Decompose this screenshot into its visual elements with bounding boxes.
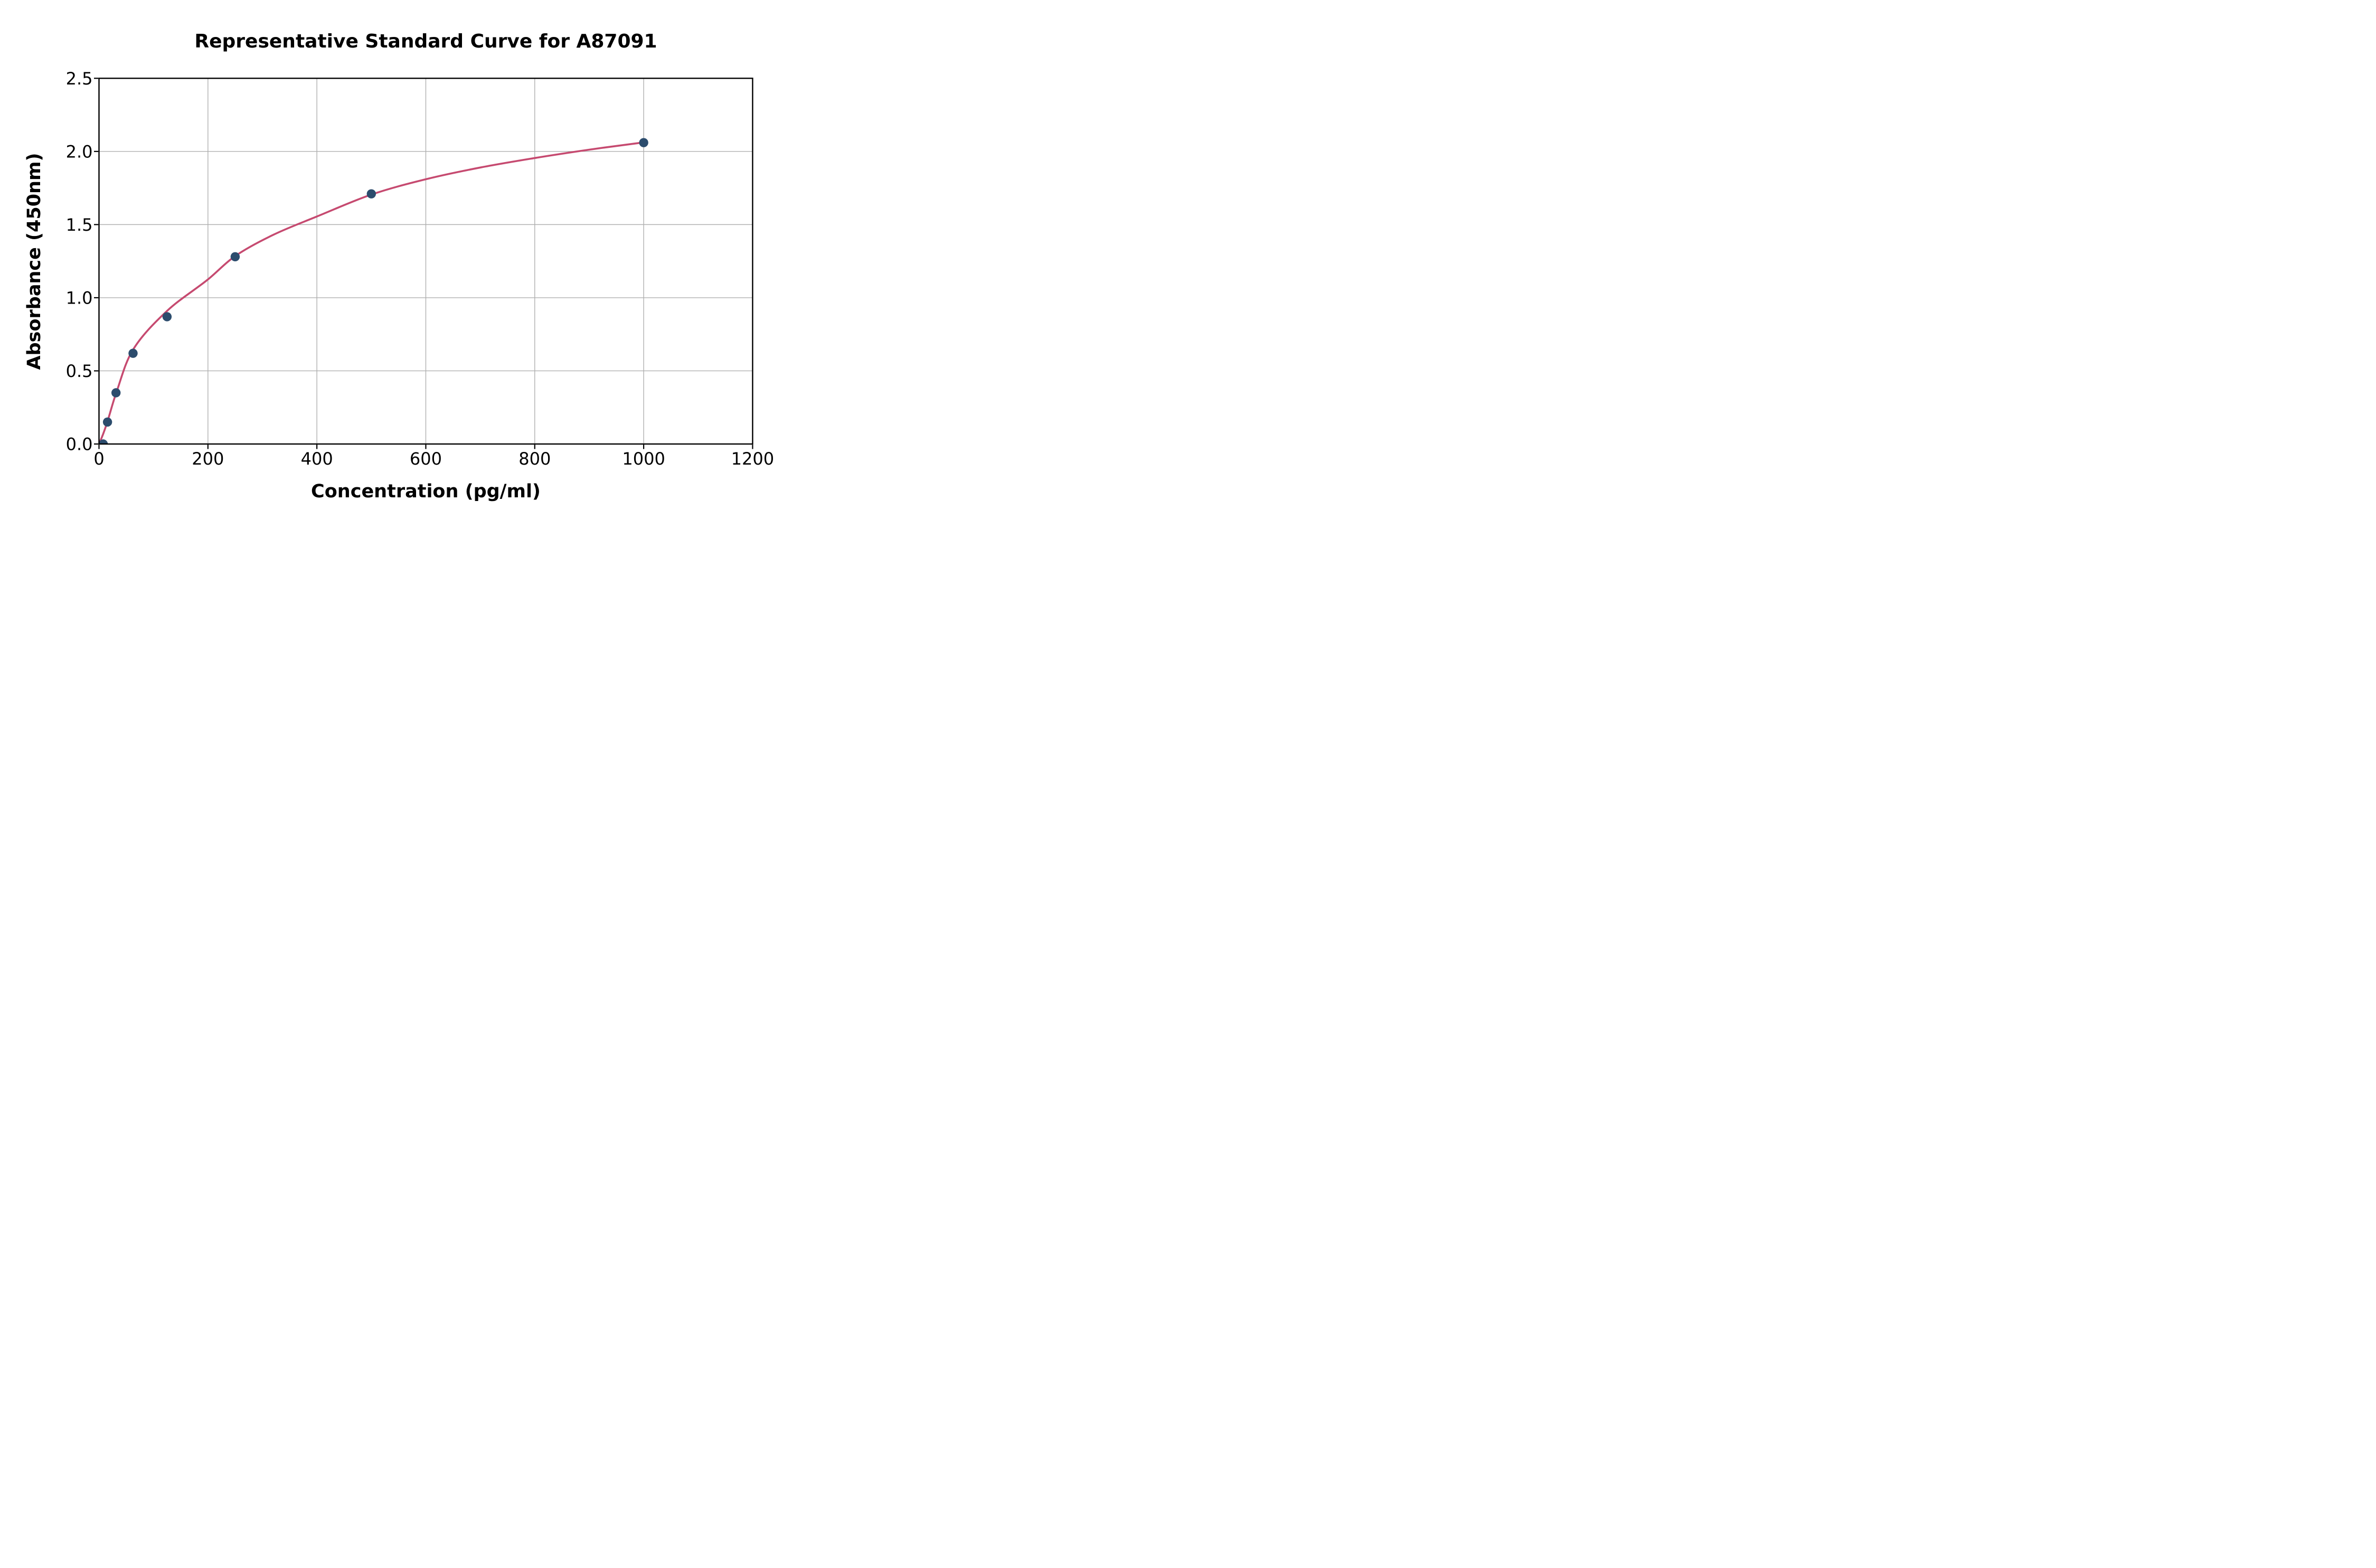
data-point-125 — [162, 312, 172, 322]
data-layer — [99, 138, 648, 445]
y-tick-label-2.5: 2.5 — [66, 69, 93, 89]
y-tick-label-0.0: 0.0 — [66, 434, 93, 455]
data-point-7.8 — [99, 439, 108, 445]
data-point-15.6 — [102, 417, 112, 427]
figure-canvas: 0 200 400 600 800 1000 1200 0.0 0.5 1.0 1.5 2.0 2.5 … — [0, 0, 792, 523]
y-tick-label-2.0: 2.0 — [66, 141, 93, 162]
data-point-62.5 — [128, 348, 138, 358]
axis-ticks — [94, 78, 753, 449]
standard-curve-chart: 0 200 400 600 800 1000 12000.00.51.01.52.02.5 … — [24, 31, 775, 502]
x-tick-label-600: 600 — [410, 449, 442, 469]
data-point-250 — [230, 252, 240, 261]
axes-spines — [98, 78, 753, 445]
x-tick-label-400: 400 — [301, 449, 333, 469]
x-tick-label-200: 200 — [192, 449, 224, 469]
axis-tick-labels: 0 200 400 600 800 1000 1200 0.0 0.5 1.0 1.5 2.0 2.5 — [66, 69, 775, 469]
plot-frame — [98, 78, 753, 445]
y-axis-label: Absorbance (450nm) — [24, 153, 45, 370]
x-tick-label-0: 0 — [93, 449, 104, 469]
data-point-500 — [366, 189, 376, 199]
data-point-31.25 — [111, 388, 121, 398]
x-tick-label-1200: 1200 — [731, 449, 774, 469]
x-axis-label: Concentration (pg/ml) — [311, 481, 541, 502]
fit-curve — [99, 141, 645, 445]
y-tick-label-1.0: 1.0 — [66, 288, 93, 308]
x-tick-label-800: 800 — [518, 449, 551, 469]
y-tick-label-0.5: 0.5 — [66, 361, 93, 381]
data-point-1000 — [639, 138, 648, 147]
gridlines — [99, 78, 753, 444]
x-tick-label-1000: 1000 — [622, 449, 665, 469]
chart-title: Representative Standard Curve for A87091 — [194, 31, 657, 52]
y-tick-label-1.5: 1.5 — [66, 215, 93, 235]
